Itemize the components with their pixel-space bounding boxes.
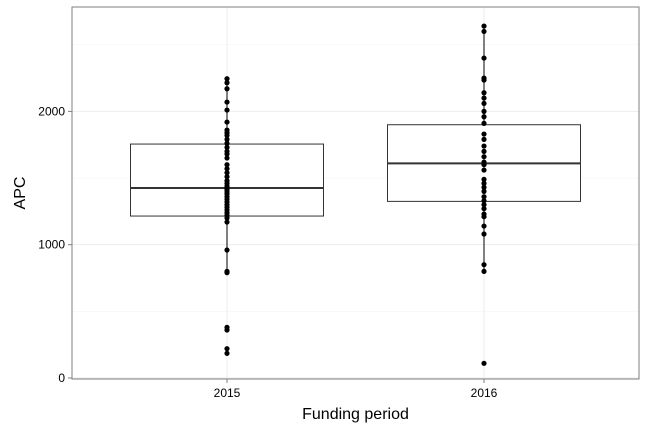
data-point xyxy=(481,28,487,35)
data-point xyxy=(481,108,487,114)
data-point xyxy=(224,140,230,146)
data-point xyxy=(481,184,487,190)
data-point xyxy=(481,206,487,212)
data-point xyxy=(481,114,487,120)
data-point xyxy=(481,176,487,182)
data-point xyxy=(224,155,230,161)
data-point xyxy=(481,131,487,137)
data-point xyxy=(481,55,487,61)
data-point xyxy=(481,198,487,204)
data-point xyxy=(224,132,230,138)
data-point xyxy=(481,90,487,96)
data-point xyxy=(481,23,487,29)
data-point xyxy=(481,188,487,194)
box-marks xyxy=(130,23,581,366)
data-point xyxy=(481,148,487,154)
data-point xyxy=(481,360,487,366)
data-point xyxy=(481,95,487,101)
data-point xyxy=(224,151,230,157)
data-point xyxy=(224,215,230,221)
y-tick-label: 0 xyxy=(58,371,65,385)
data-point xyxy=(481,231,487,237)
data-point xyxy=(224,174,230,180)
y-axis-title: APC xyxy=(12,177,29,210)
data-point xyxy=(481,180,487,186)
data-point xyxy=(224,219,230,225)
data-point xyxy=(224,86,230,92)
data-point xyxy=(481,167,487,173)
data-point xyxy=(224,166,230,172)
data-point xyxy=(224,99,230,105)
data-point xyxy=(224,80,230,86)
x-tick-label: 2015 xyxy=(214,386,241,400)
data-point xyxy=(224,247,230,253)
data-point xyxy=(224,346,230,352)
panel-border xyxy=(71,6,640,380)
data-point xyxy=(481,120,487,126)
data-point xyxy=(481,162,487,168)
y-tick-label: 1000 xyxy=(38,238,65,252)
data-point xyxy=(224,350,230,356)
data-point xyxy=(481,262,487,268)
data-point xyxy=(224,119,230,125)
axes: 0 1000 2000 2015 2016 xyxy=(38,104,497,400)
y-tick-label: 2000 xyxy=(38,104,65,118)
data-point xyxy=(224,136,230,142)
data-point xyxy=(481,154,487,160)
data-point xyxy=(481,143,487,149)
data-point xyxy=(481,202,487,208)
x-axis-title: Funding period xyxy=(302,406,409,423)
data-point xyxy=(224,327,230,333)
data-point xyxy=(481,136,487,142)
data-point xyxy=(224,270,230,276)
data-point xyxy=(481,77,487,83)
data-point xyxy=(224,162,230,168)
x-tick-label: 2016 xyxy=(471,386,498,400)
data-point xyxy=(481,214,487,220)
data-point xyxy=(481,100,487,107)
data-point xyxy=(224,76,230,82)
data-point xyxy=(224,170,230,176)
data-point xyxy=(481,223,487,229)
data-point xyxy=(224,107,230,113)
data-point xyxy=(224,144,230,150)
data-point xyxy=(481,194,487,200)
data-point xyxy=(481,268,487,274)
